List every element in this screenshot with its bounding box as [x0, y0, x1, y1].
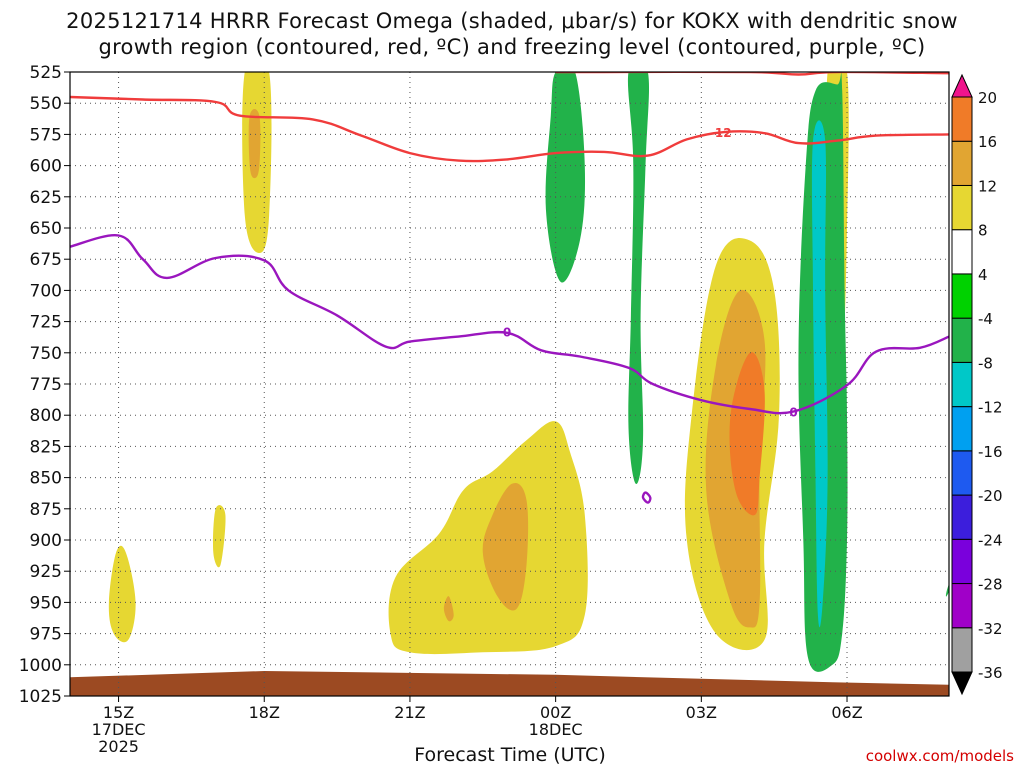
ytick-label-900: 900: [30, 531, 62, 551]
ytick-label-775: 775: [30, 375, 62, 395]
omega-region-4: [598, 72, 637, 167]
omega-region-3: [248, 108, 261, 179]
omega-region-0: [112, 72, 179, 204]
colorbar-label-8: 8: [978, 222, 988, 240]
colorbar-bin--4: [951, 273, 973, 319]
credit-link[interactable]: coolwx.com/models: [865, 747, 1014, 765]
contour-label-freezing_level_0C-0: 0: [503, 326, 511, 340]
ytick-label-575: 575: [30, 125, 62, 145]
omega-region-16: [443, 596, 454, 622]
ytick-label-725: 725: [30, 313, 62, 333]
x-axis-label: Forecast Time (UTC): [414, 744, 606, 766]
ytick-label-550: 550: [30, 94, 62, 114]
xtick-label-15Z: 15Z: [103, 703, 134, 722]
colorbar-label-20: 20: [978, 89, 997, 107]
xtick-label-00Z: 00Z: [540, 703, 571, 722]
colorbar-extend-low: [951, 671, 973, 696]
ytick-label-825: 825: [30, 437, 62, 457]
omega-region-25: [945, 583, 949, 597]
colorbar-bin-16: [951, 96, 973, 142]
colorbar-bin--28: [951, 538, 973, 585]
ytick-label-800: 800: [30, 406, 62, 426]
colorbar-label--16: -16: [978, 443, 1003, 461]
colorbar-bin-12: [951, 140, 973, 186]
ground-surface: [70, 671, 949, 696]
contour-freezing_level_0C: [70, 234, 949, 415]
ytick-label-975: 975: [30, 625, 62, 645]
colorbar-bin-8: [951, 184, 973, 231]
omega-region-22: [627, 72, 649, 484]
colorbar-bin--8: [951, 317, 973, 363]
omega-region-20: [212, 505, 226, 568]
ytick-label-650: 650: [30, 219, 62, 239]
ytick-label-850: 850: [30, 469, 62, 489]
contour-freezing_loop_0C: [641, 491, 652, 504]
ytick-label-1000: 1000: [19, 656, 62, 676]
contour-label-dendritic_-12C-0: -12: [710, 126, 732, 140]
ytick-label-625: 625: [30, 188, 62, 208]
omega-region-15: [482, 483, 529, 611]
xtick-date-15Z: 17DEC: [92, 720, 146, 739]
colorbar-label--20: -20: [978, 487, 1003, 505]
ytick-label-675: 675: [30, 250, 62, 270]
colorbar-label-16: 16: [978, 133, 997, 151]
colorbar-label-4: 4: [978, 266, 988, 284]
colorbar-label--24: -24: [978, 531, 1003, 549]
colorbar-label--28: -28: [978, 576, 1003, 594]
contour-dendritic_-12C: [70, 95, 949, 163]
colorbar-label--36: -36: [978, 664, 1003, 682]
colorbar-bin--36: [951, 627, 973, 673]
colorbar-label--32: -32: [978, 620, 1003, 638]
xtick-label-06Z: 06Z: [831, 703, 862, 722]
ytick-label-525: 525: [30, 63, 62, 83]
omega-region-24: [811, 120, 828, 628]
colorbar-bin--24: [951, 494, 973, 540]
chart-title-line2: growth region (contoured, red, ºC) and f…: [98, 35, 926, 59]
colorbar-bin--32: [951, 583, 973, 629]
colorbar-bin--12: [951, 361, 973, 408]
colorbar-extend-high: [951, 73, 973, 98]
colorbar-bin--20: [951, 450, 973, 496]
ytick-label-875: 875: [30, 500, 62, 520]
ytick-label-950: 950: [30, 593, 62, 613]
omega-region-12: [923, 133, 936, 493]
omega-region-19: [191, 464, 255, 648]
xtick-label-21Z: 21Z: [394, 703, 425, 722]
colorbar-bin-4: [951, 229, 973, 275]
omega-region-18: [108, 545, 136, 643]
omega-region-21: [545, 72, 586, 283]
ytick-label-1025: 1025: [19, 687, 62, 707]
xtick-date-00Z: 18DEC: [529, 720, 583, 739]
ytick-label-750: 750: [30, 344, 62, 364]
colorbar-label--4: -4: [978, 310, 993, 328]
xtick-year-15Z: 2025: [98, 737, 139, 756]
xtick-label-03Z: 03Z: [686, 703, 717, 722]
colorbar-bin--16: [951, 406, 973, 452]
contour-label-freezing_level_0C-1: 0: [789, 405, 797, 419]
chart-title-line1: 2025121714 HRRR Forecast Omega (shaded, …: [66, 9, 958, 33]
omega-region-8: [729, 352, 765, 516]
ytick-label-700: 700: [30, 281, 62, 301]
ytick-label-600: 600: [30, 157, 62, 177]
colorbar-label-12: 12: [978, 177, 997, 195]
colorbar-label--12: -12: [978, 399, 1003, 417]
ytick-label-925: 925: [30, 562, 62, 582]
xtick-label-18Z: 18Z: [249, 703, 280, 722]
colorbar-label--8: -8: [978, 354, 993, 372]
